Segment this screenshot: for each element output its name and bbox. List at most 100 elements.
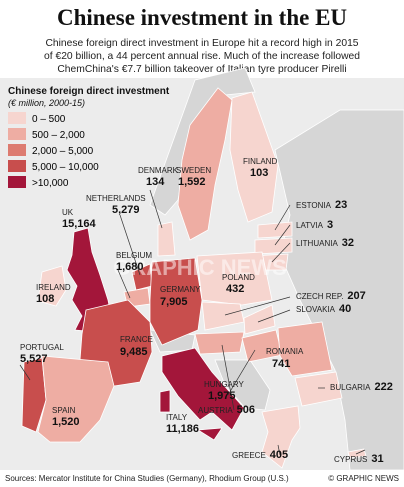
latvia (254, 237, 293, 255)
subtitle-line: ChemChina's €7.7 billion takeover of Ita… (57, 64, 346, 75)
country-label: SLOVAKIA 40 (296, 303, 351, 315)
country-label: GREECE 405 (232, 449, 288, 461)
country-name: PORTUGAL (20, 343, 64, 352)
country-value: 32 (342, 237, 354, 249)
austria (194, 331, 245, 355)
ireland (37, 265, 67, 307)
country-name: UK (62, 208, 74, 217)
country-name: CYPRUS (334, 455, 367, 464)
country-value: 7,905 (160, 296, 188, 308)
country-value: 11,186 (166, 423, 199, 435)
country-name: FINLAND (243, 157, 277, 166)
country-label: FRANCE 9,485 (120, 335, 153, 358)
leader (274, 224, 291, 246)
country-value: 40 (339, 303, 351, 315)
sardinia (159, 389, 171, 413)
denmark (157, 221, 176, 257)
country-label: FINLAND 103 (243, 157, 277, 179)
legend: Chinese foreign direct investment (€ mil… (8, 86, 170, 189)
leader (277, 444, 281, 456)
legend-swatch (8, 160, 26, 172)
leader (119, 214, 141, 276)
legend-title: Chinese foreign direct investment (8, 86, 170, 97)
country-label: IRELAND 108 (36, 283, 71, 305)
country-label: GERMANY 7,905 (160, 285, 201, 308)
legend-swatch (8, 176, 26, 188)
country-name: NETHERLANDS (86, 194, 146, 203)
greece (261, 405, 301, 469)
country-label: SWEDEN 1,592 (176, 166, 211, 188)
italy (161, 347, 245, 431)
leader (227, 349, 256, 396)
sources: Sources: Mercator Institute for China St… (5, 474, 289, 483)
leader (221, 344, 235, 411)
country-name: SWEDEN (176, 166, 211, 175)
legend-label: >10,000 (32, 178, 69, 189)
country-name: GREECE (232, 451, 266, 460)
country-value: 108 (36, 293, 54, 305)
country-name: FRANCE (120, 335, 153, 344)
country-name: LITHUANIA (296, 239, 338, 248)
country-name: ITALY (166, 413, 188, 422)
spain (37, 355, 115, 443)
germany (149, 257, 203, 346)
romania (277, 321, 333, 377)
country-value: 1,680 (116, 261, 144, 273)
country-value: 23 (335, 199, 347, 211)
country-value: 134 (146, 176, 165, 188)
country-value: 103 (250, 167, 268, 179)
poland (196, 251, 273, 306)
country-label: HUNGARY 1,975 (204, 380, 245, 402)
leader (149, 189, 163, 229)
header-bg (0, 0, 404, 78)
country-value: 207 (347, 290, 365, 302)
country-label: ROMANIA 741 (266, 347, 304, 370)
sicily (196, 427, 223, 441)
country-name: IRELAND (36, 283, 71, 292)
slovakia (243, 304, 276, 335)
country-label: LATVIA 3 (296, 219, 333, 231)
country-name: AUSTRIA (198, 406, 233, 415)
leader (274, 204, 291, 231)
country-value: 1,975 (208, 390, 236, 402)
country-value: 432 (226, 283, 244, 295)
country-label: UK 15,164 (62, 208, 97, 230)
leader (271, 242, 291, 263)
country-name: GERMANY (160, 285, 201, 294)
legend-label: 0 – 500 (32, 114, 66, 125)
country-label: SPAIN 1,520 (52, 406, 80, 428)
country-name: BULGARIA (330, 383, 371, 392)
leader (224, 296, 291, 316)
country-name: DENMARK (138, 166, 179, 175)
legend-swatch (8, 144, 26, 156)
subtitle-line: of €20 billion, a 44 percent annual rise… (44, 51, 360, 62)
country-label: DENMARK 134 (138, 166, 179, 188)
legend-label: 500 – 2,000 (32, 130, 85, 141)
country-value: 1,592 (178, 176, 206, 188)
legend-swatch (8, 128, 26, 140)
leader (117, 269, 131, 299)
country-value: 506 (237, 404, 255, 416)
country-value: 5,279 (112, 204, 140, 216)
bulgaria (294, 371, 343, 407)
country-name: POLAND (222, 273, 255, 282)
country-label: LITHUANIA 32 (296, 237, 354, 249)
subtitle-line: Chinese foreign direct investment in Eur… (45, 38, 358, 49)
country-label: ITALY 11,186 (166, 413, 199, 435)
leader-lines (19, 189, 366, 456)
watermark: GRAPHIC NEWS (113, 255, 287, 280)
country-label: CZECH REP. 207 (296, 290, 366, 302)
legend-swatch (8, 112, 26, 124)
country-value: 9,485 (120, 346, 148, 358)
country-label: NETHERLANDS 5,279 (86, 194, 146, 216)
country-label: ESTONIA 23 (296, 199, 347, 211)
country-name: CZECH REP. (296, 292, 343, 301)
finland (229, 91, 279, 223)
country-value: 222 (374, 381, 392, 393)
credit: © GRAPHIC NEWS (328, 474, 399, 483)
title: Chinese investment in the EU (57, 5, 347, 30)
country-name: SPAIN (52, 406, 76, 415)
country-labels: DENMARK 134 SWEDEN 1,592 FINLAND 103 ESTONI… (20, 157, 393, 465)
country-value: 15,164 (62, 218, 97, 230)
map (21, 67, 404, 471)
